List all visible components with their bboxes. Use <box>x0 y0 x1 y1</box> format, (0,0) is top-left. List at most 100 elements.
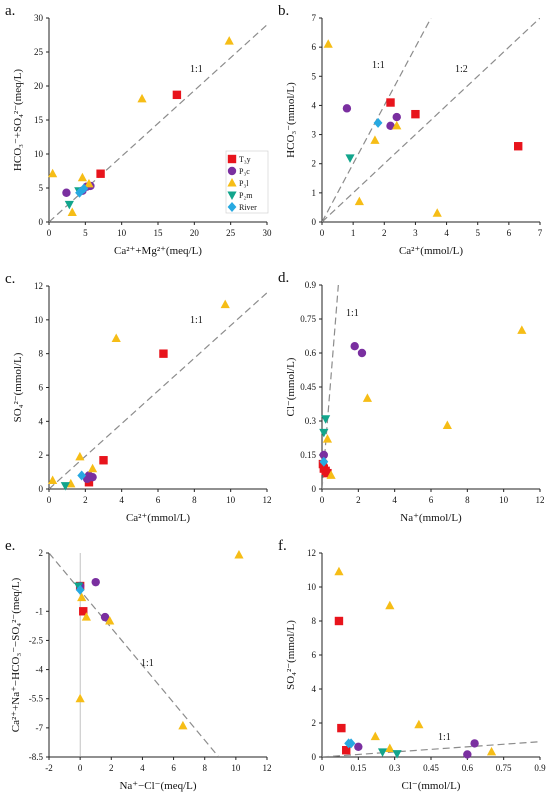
data-point <box>66 478 76 488</box>
y-tick-label: 10 <box>307 582 317 592</box>
data-point <box>470 739 479 748</box>
x-tick-label: 0 <box>320 495 325 505</box>
y-tick-label: 8 <box>312 616 317 626</box>
ratio-line <box>49 292 267 489</box>
data-point <box>224 36 234 45</box>
x-tick-label: 0.9 <box>534 763 546 773</box>
y-tick-label: 4 <box>312 100 317 110</box>
y-tick-label: -7 <box>36 723 44 733</box>
data-point <box>48 475 58 485</box>
x-tick-label: 30 <box>263 228 273 238</box>
data-point <box>75 584 85 595</box>
data-point <box>486 746 497 756</box>
ratio-line-label: 1:1 <box>346 308 359 319</box>
data-point <box>79 183 89 194</box>
y-tick-label: 0.9 <box>305 280 317 290</box>
y-tick-label: 12 <box>307 548 316 558</box>
x-tick-label: 0.45 <box>423 763 439 773</box>
ratio-line-label: 1:1 <box>141 658 154 669</box>
y-tick-label: 10 <box>34 149 44 159</box>
data-point <box>323 468 332 478</box>
data-point <box>463 750 472 759</box>
ratio-line-label: 1:1 <box>190 315 203 326</box>
y-tick-label: -5.5 <box>29 694 44 704</box>
y-tick-label: 6 <box>312 42 317 52</box>
x-tick-label: 4 <box>119 495 124 505</box>
data-point <box>99 456 108 465</box>
legend-label: P₃c <box>239 167 250 176</box>
x-tick-label: 20 <box>190 228 200 238</box>
data-point <box>75 451 85 461</box>
ratio-line-label: 1:2 <box>455 64 468 75</box>
x-tick-label: 10 <box>226 495 236 505</box>
data-point <box>344 738 354 749</box>
chart-panel-3: c. 0 2 4 6 8 10 12 0 2 4 6 8 10 12 Ca²⁺(mmol/L) SO₄²⁻(mm… <box>5 271 272 524</box>
x-tick-label: 0 <box>47 228 52 238</box>
x-tick-label: 5 <box>83 228 88 238</box>
y-tick-label: -4 <box>36 665 44 675</box>
ratio-line <box>49 553 220 757</box>
x-tick-label: 2 <box>83 495 88 505</box>
x-tick-label: 12 <box>263 495 272 505</box>
data-point <box>75 693 85 703</box>
data-point <box>442 420 452 430</box>
data-point <box>392 112 401 122</box>
y-tick-label: 25 <box>34 47 44 57</box>
data-point <box>84 178 94 188</box>
x-tick-label: 15 <box>154 228 164 238</box>
y-tick-label: 0 <box>39 484 44 494</box>
y-tick-label: 0.45 <box>300 382 316 392</box>
y-tick-label: 2 <box>312 718 317 728</box>
x-tick-label: 4 <box>444 228 449 238</box>
data-point <box>48 168 58 178</box>
chart-panel-1: a. 0 5 10 15 20 25 30 0 5 10 15 20 25 30 Ca²⁺+Mg²⁺(meq/… <box>5 3 272 257</box>
panel-label: a. <box>5 3 15 19</box>
data-point <box>105 616 115 625</box>
data-point <box>411 109 420 119</box>
x-tick-label: 10 <box>231 763 241 773</box>
y-tick-label: 0 <box>312 217 317 227</box>
y-tick-label: 4 <box>312 684 317 694</box>
ratio-line-label: 1:1 <box>372 60 385 71</box>
data-point <box>386 98 395 107</box>
data-point <box>319 450 329 460</box>
data-point <box>77 470 87 481</box>
data-point <box>321 415 331 424</box>
data-point <box>432 208 442 217</box>
data-point <box>326 470 336 479</box>
data-point <box>342 104 352 113</box>
y-axis-label: Cl⁻(mmol/L) <box>285 357 297 416</box>
data-point <box>334 616 344 626</box>
x-tick-label: 6 <box>507 228 512 238</box>
x-tick-label: 8 <box>202 763 207 773</box>
chart-panel-4: d. 0 2 4 6 8 10 12 0 0.15 0.3 0.45 0.6 0.75 0.9 Na⁺(mmo… <box>278 270 545 524</box>
x-tick-label: 2 <box>382 228 387 238</box>
x-axis-label: Na⁺−Cl⁻(meq/L) <box>119 780 196 792</box>
data-point <box>334 566 344 576</box>
x-tick-label: 10 <box>117 228 127 238</box>
chart-panel-6: f. 0 0.15 0.3 0.45 0.6 0.75 0.9 0 2 4 6 8 10 12 Cl⁻(mmo… <box>278 538 546 792</box>
y-tick-label: -1 <box>36 606 44 616</box>
x-axis-label: Na⁺(mmol/L) <box>400 512 462 524</box>
x-tick-label: 7 <box>538 228 543 238</box>
y-axis-label: SO₄²⁻(mmol/L) <box>12 352 24 422</box>
y-tick-label: 0.15 <box>300 450 316 460</box>
data-point <box>88 463 98 473</box>
legend-marker <box>227 178 237 187</box>
data-point <box>77 592 87 602</box>
data-point <box>354 742 363 751</box>
legend-label: P₂m <box>239 191 253 200</box>
legend: T₃y P₃c P₃l P₂m River <box>225 150 269 214</box>
y-tick-label: 4 <box>39 416 44 426</box>
y-tick-label: 30 <box>34 13 44 23</box>
x-tick-label: 1 <box>351 228 356 238</box>
data-point <box>79 607 88 616</box>
data-point <box>67 207 77 216</box>
data-point <box>319 428 329 438</box>
data-point <box>91 577 100 587</box>
x-tick-label: 6 <box>171 763 176 773</box>
data-point <box>354 196 364 206</box>
x-tick-label: 0 <box>320 763 325 773</box>
x-tick-label: 4 <box>392 495 397 505</box>
